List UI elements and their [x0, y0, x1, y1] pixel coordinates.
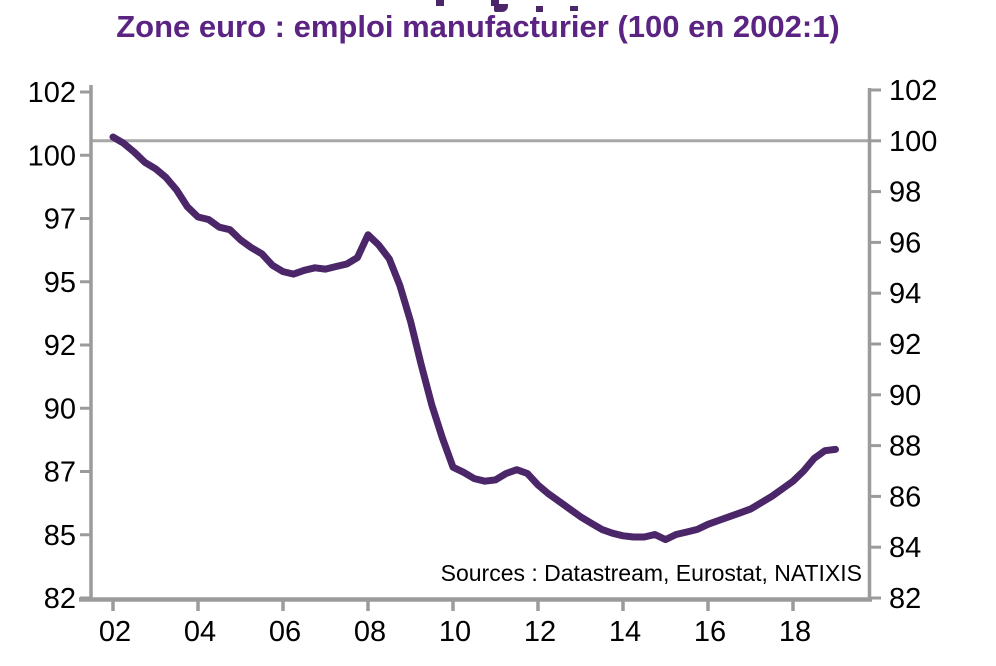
left-axis-label: 95 — [44, 267, 76, 299]
left-axis-label: 102 — [28, 77, 76, 109]
x-axis-label: 14 — [609, 616, 641, 648]
right-axis-label: 88 — [889, 431, 921, 463]
right-axis-label: 82 — [889, 583, 921, 615]
x-axis-label: 10 — [439, 616, 471, 648]
right-axis-label: 86 — [889, 481, 921, 513]
x-axis-label: 16 — [694, 616, 726, 648]
right-axis-label: 98 — [889, 177, 921, 209]
right-axis-label: 94 — [889, 278, 921, 310]
left-axis-label: 97 — [44, 204, 76, 236]
left-axis-label: 82 — [44, 583, 76, 615]
source-note: Sources : Datastream, Eurostat, NATIXIS — [440, 560, 862, 586]
left-axis-label: 87 — [44, 457, 76, 489]
right-axis-label: 90 — [889, 380, 921, 412]
x-axis-label: 02 — [99, 616, 131, 648]
data-line-series — [109, 133, 839, 544]
clipped-text-fragment — [536, 6, 543, 12]
right-axis-label: 96 — [889, 227, 921, 259]
left-axis-label: 90 — [44, 393, 76, 425]
left-axis-label: 92 — [44, 330, 76, 362]
x-axis-label: 08 — [354, 616, 386, 648]
clipped-text-fragment — [494, 4, 508, 12]
x-axis-label: 18 — [779, 616, 811, 648]
clipped-text-fragment — [436, 0, 444, 6]
left-axis-label: 85 — [44, 520, 76, 552]
right-axis-label: 92 — [889, 329, 921, 361]
right-axis-label: 100 — [889, 126, 937, 158]
x-axis-label: 04 — [184, 616, 216, 648]
right-axis-label: 102 — [889, 75, 937, 107]
clipped-text-fragment — [570, 6, 578, 11]
x-axis-label: 06 — [269, 616, 301, 648]
left-axis-label: 100 — [28, 140, 76, 172]
chart-title: Zone euro : emploi manufacturier (100 en… — [116, 9, 840, 44]
right-axis-label: 84 — [889, 532, 921, 564]
x-axis-label: 12 — [524, 616, 556, 648]
clipped-text-fragment — [491, 0, 499, 6]
